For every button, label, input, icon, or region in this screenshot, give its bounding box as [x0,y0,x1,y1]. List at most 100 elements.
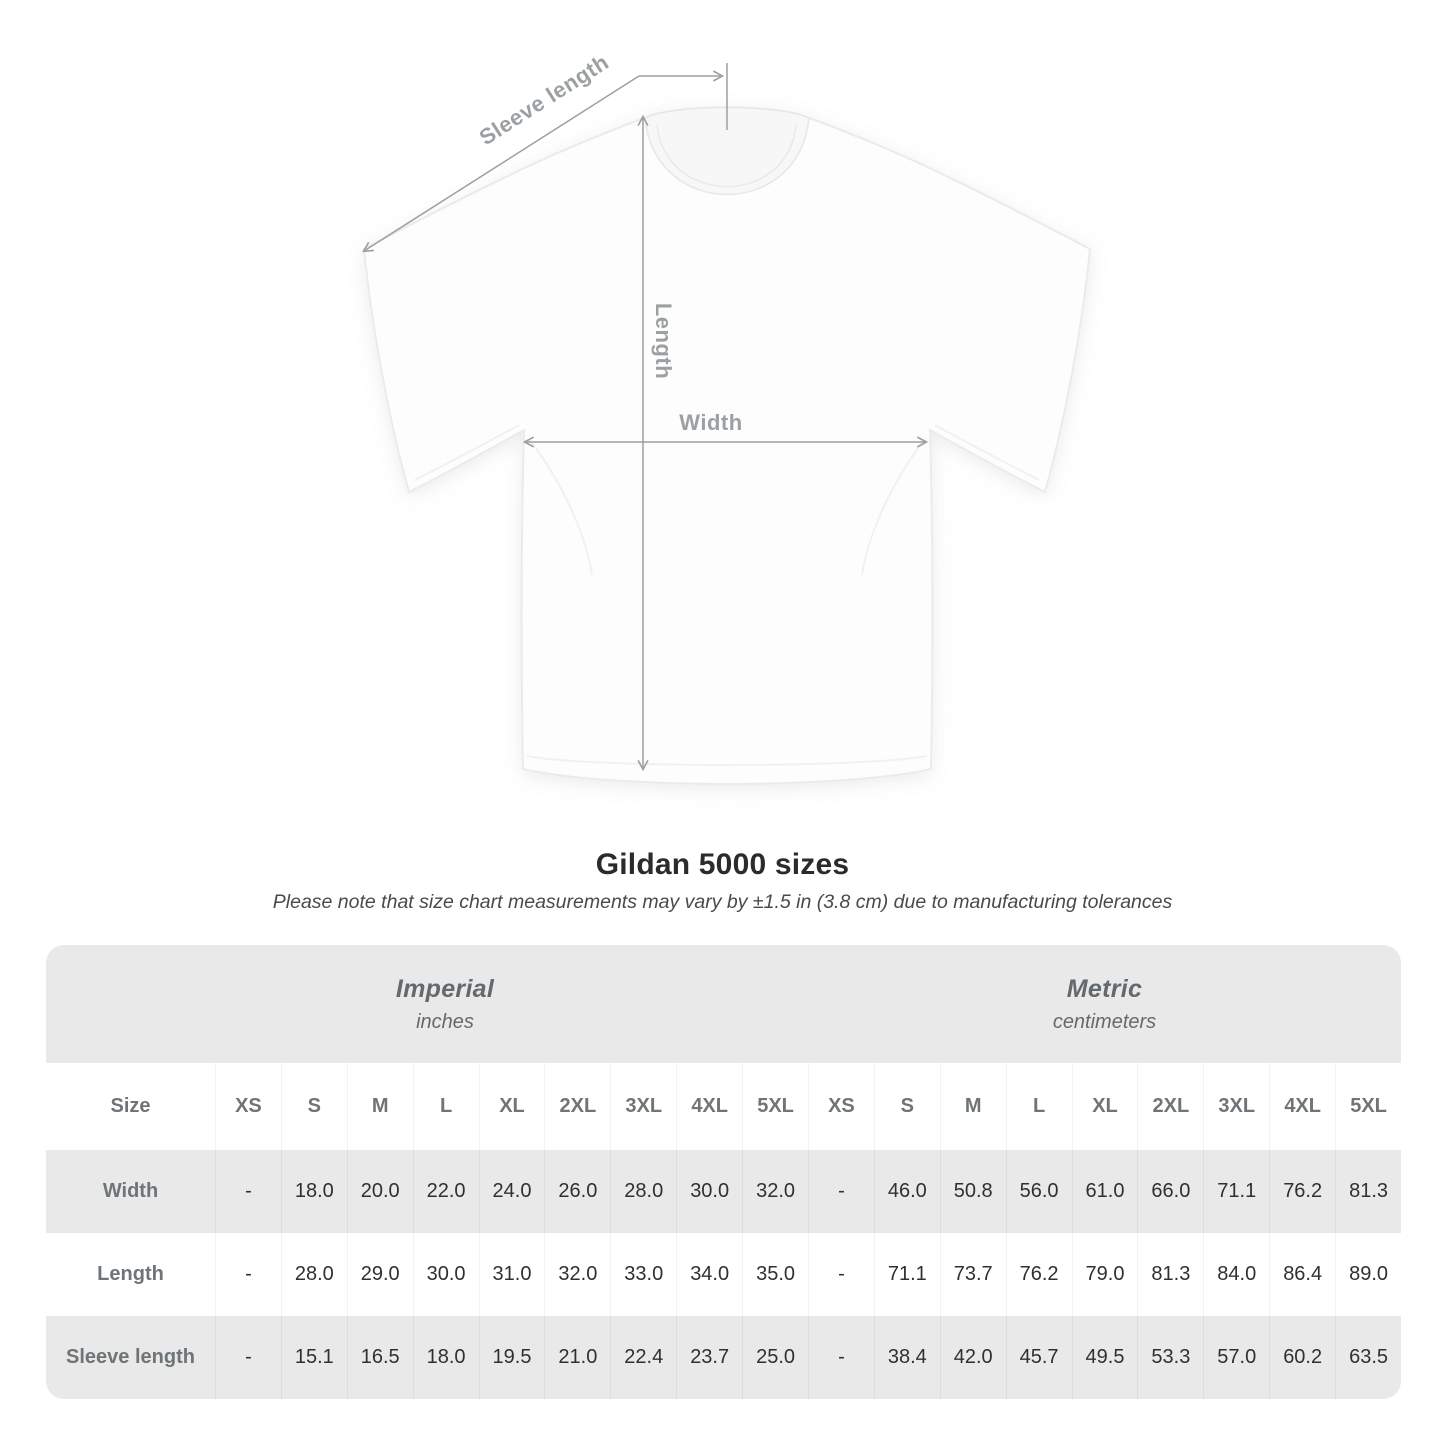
metric-column-header: 4XL [1269,1063,1335,1150]
metric-column-header: XS [807,1063,874,1150]
table-cell: 45.7 [1005,1316,1072,1399]
imperial-column-header: M [346,1063,413,1150]
table-cell: - [807,1316,874,1399]
imperial-section-title: Imperial [395,974,495,1003]
table-header-row: Size XS S M L XL 2XL 3XL 4XL 5XL XS S M L XL 2XL 3XL 4XL 5… [46,1063,1401,1150]
table-cell: 76.2 [1005,1233,1072,1316]
table-cell: 33.0 [610,1233,676,1316]
table-cell: 46.0 [873,1150,940,1233]
table-row: Width -18.0 20.0 22.0 24.0 26.0 28.0 30.0 32.0-4… [46,1150,1401,1233]
table-cell: 73.7 [939,1233,1006,1316]
table-cell: 49.5 [1071,1316,1138,1399]
fabric-crease-left [529,439,593,576]
table-cell: 28.0 [280,1233,347,1316]
table-cell: - [807,1150,874,1233]
metric-column-header: 5XL [1335,1063,1401,1150]
collar-seam [656,124,797,188]
metric-column-header: M [939,1063,1006,1150]
row-label: Length [97,1263,164,1285]
length-label: Length [651,303,676,379]
table-cell: - [807,1233,874,1316]
fabric-crease-right [861,439,925,576]
table-cell: 79.0 [1071,1233,1138,1316]
table-cell: 22.0 [412,1150,479,1233]
table-cell: 30.0 [412,1233,479,1316]
imperial-column-header: XS [215,1063,281,1150]
imperial-column-header: 3XL [610,1063,676,1150]
table-cell: 22.4 [610,1316,676,1399]
table-row: Length -28.0 29.0 30.0 31.0 32.0 33.0 34.0 35.0-… [46,1233,1401,1316]
table-cell: 19.5 [478,1316,545,1399]
tshirt-illustration [362,106,1092,786]
imperial-column-header: L [412,1063,479,1150]
table-cell: 57.0 [1203,1316,1269,1399]
page-title: Gildan 5000 sizes [595,848,850,881]
table-cell: 28.0 [610,1150,676,1233]
table-row: Sleeve length -15.1 16.5 18.0 19.5 21.0 22.4 23… [46,1316,1401,1399]
table-cell: 71.1 [1203,1150,1269,1233]
table-cell: 30.0 [676,1150,742,1233]
heading-block: Gildan 5000 sizes Please note that size … [0,848,1445,914]
table-cell: - [215,1150,281,1233]
metric-column-header: L [1005,1063,1072,1150]
table-cell: 66.0 [1137,1150,1203,1233]
table-cell: - [215,1316,281,1399]
metric-section-title: Metric [1066,974,1143,1003]
width-label: Width [679,410,742,435]
metric-column-header: 2XL [1137,1063,1203,1150]
imperial-column-header: S [280,1063,347,1150]
table-cell: 29.0 [346,1233,413,1316]
imperial-section-unit: inches [416,1010,474,1033]
imperial-column-header: 2XL [544,1063,610,1150]
row-label: Sleeve length [66,1346,195,1368]
table-cell: 24.0 [478,1150,545,1233]
table-cell: 42.0 [939,1316,1006,1399]
metric-section-header: Metric centimeters [808,945,1401,1063]
table-cell: 76.2 [1269,1150,1335,1233]
size-table: Imperial inches Metric centimeters Size X… [46,945,1401,1399]
table-cell: 35.0 [742,1233,808,1316]
table-cell: 23.7 [676,1316,742,1399]
sleeve-length-label: Sleeve length [475,49,614,150]
tshirt-measurement-diagram: Sleeve length Length Width [0,49,1092,786]
table-cell: 60.2 [1269,1316,1335,1399]
metric-section-unit: centimeters [1052,1010,1157,1033]
table-cell: 84.0 [1203,1233,1269,1316]
hem-stitch [526,755,928,766]
table-cell: 18.0 [412,1316,479,1399]
table-cell: 34.0 [676,1233,742,1316]
table-cell: 38.4 [873,1316,940,1399]
table-cell: 56.0 [1005,1150,1072,1233]
sleeve-hem-right [934,424,1040,481]
table-cell: 18.0 [280,1150,347,1233]
metric-column-header: XL [1071,1063,1138,1150]
table-cell: 32.0 [742,1150,808,1233]
table-grid: Size XS S M L XL 2XL 3XL 4XL 5XL XS S M L XL 2XL 3XL 4XL 5… [46,1063,1401,1399]
metric-column-header: 3XL [1203,1063,1269,1150]
table-cell: 81.3 [1137,1233,1203,1316]
table-header-band: Imperial inches Metric centimeters [46,945,1401,1063]
table-cell: 32.0 [544,1233,610,1316]
imperial-column-header: 5XL [742,1063,808,1150]
table-cell: 89.0 [1335,1233,1401,1316]
page-subtitle: Please note that size chart measurements… [272,891,1173,913]
table-cell: 21.0 [544,1316,610,1399]
metric-column-header: S [873,1063,940,1150]
table-cell: 25.0 [742,1316,808,1399]
table-cell: 63.5 [1335,1316,1401,1399]
table-cell: 81.3 [1335,1150,1401,1233]
imperial-column-header: 4XL [676,1063,742,1150]
row-label: Width [102,1180,159,1202]
imperial-column-header: XL [478,1063,545,1150]
sleeve-hem-left [414,424,520,481]
imperial-section-header: Imperial inches [46,945,808,1063]
tshirt-body [362,106,1092,786]
table-cell: 15.1 [280,1316,347,1399]
table-cell: 86.4 [1269,1233,1335,1316]
table-cell: 53.3 [1137,1316,1203,1399]
table-cell: 71.1 [873,1233,940,1316]
table-cell: 61.0 [1071,1150,1138,1233]
tshirt-collar [644,106,810,196]
table-cell: 16.5 [346,1316,413,1399]
